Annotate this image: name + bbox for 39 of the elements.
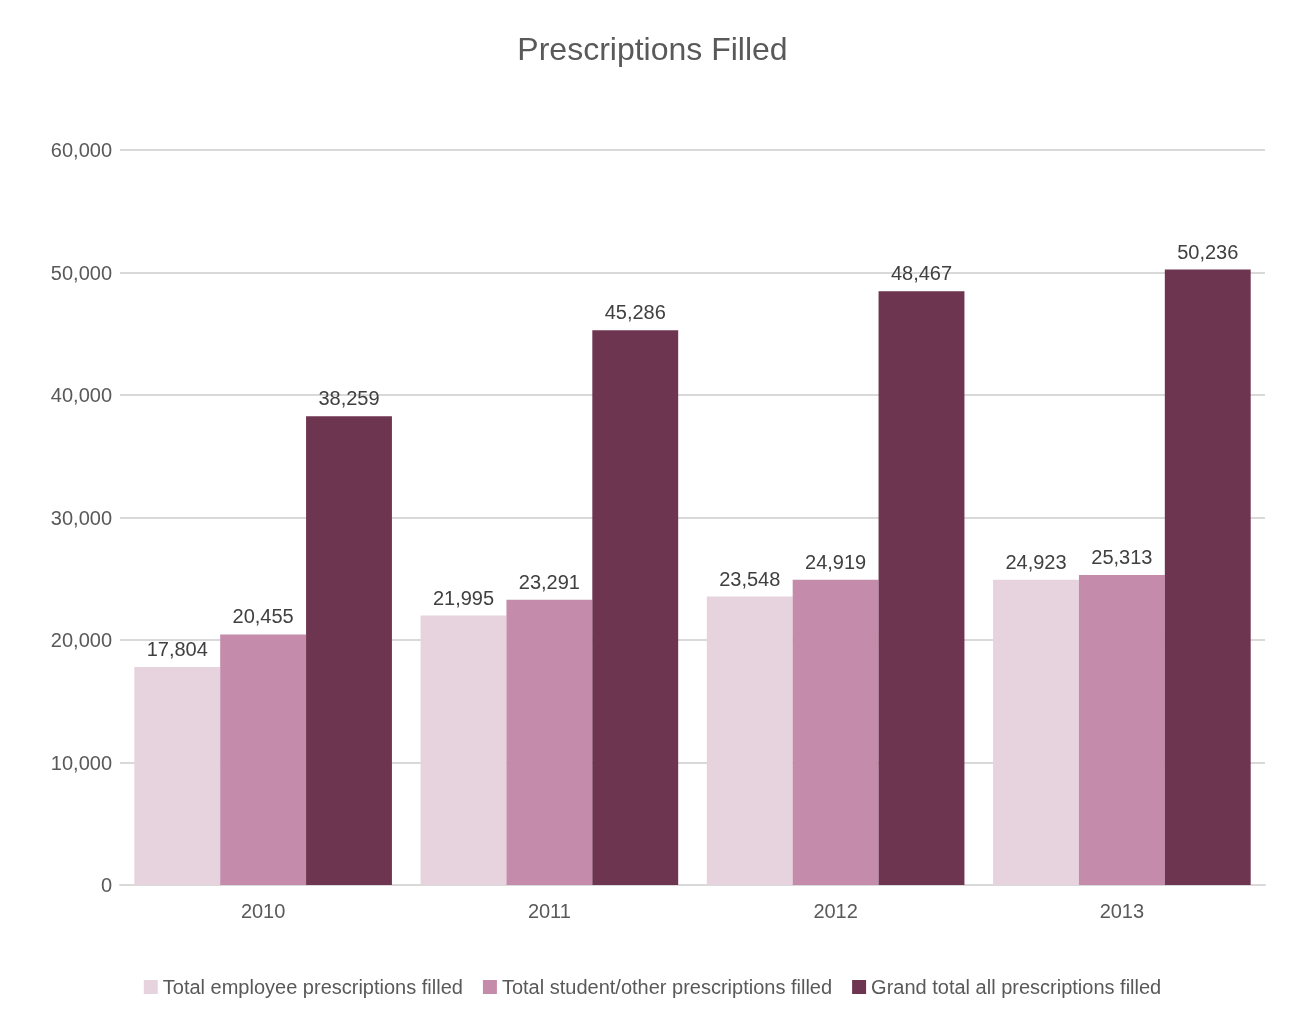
data-label: 17,804 xyxy=(146,637,208,660)
legend-label: Total employee prescriptions filled xyxy=(162,976,463,998)
data-label: 23,548 xyxy=(719,567,781,590)
data-label: 25,313 xyxy=(1091,545,1153,568)
data-label: 38,259 xyxy=(318,387,380,410)
bar xyxy=(878,291,965,885)
y-tick-label: 10,000 xyxy=(50,751,112,774)
bar xyxy=(420,615,507,885)
bar xyxy=(306,416,392,885)
bar xyxy=(506,599,593,885)
data-label: 21,995 xyxy=(432,586,495,609)
data-label: 23,291 xyxy=(518,570,580,593)
y-tick-label: 50,000 xyxy=(50,261,112,284)
bar xyxy=(792,579,879,885)
y-tick-label: 40,000 xyxy=(50,384,112,406)
bar xyxy=(706,596,793,885)
bar xyxy=(1164,269,1251,885)
legend-label: Grand total all prescriptions filled xyxy=(871,976,1162,998)
data-label: 24,919 xyxy=(805,550,867,573)
x-tick-label: 2013 xyxy=(1099,900,1145,922)
bar xyxy=(134,666,221,885)
bar xyxy=(1078,574,1165,885)
bar xyxy=(993,579,1079,885)
data-label: 50,236 xyxy=(1177,240,1239,263)
y-tick-label: 60,000 xyxy=(50,139,112,161)
x-tick-label: 2012 xyxy=(813,900,858,922)
y-tick-label: 30,000 xyxy=(50,506,112,529)
data-label: 20,455 xyxy=(232,605,294,628)
y-tick-label: 0 xyxy=(100,874,112,896)
data-label: 24,923 xyxy=(1005,550,1067,573)
bar xyxy=(592,330,679,885)
x-tick-label: 2011 xyxy=(527,900,571,922)
chart-title: Prescriptions Filled xyxy=(517,31,788,67)
y-tick-label: 20,000 xyxy=(50,629,112,651)
data-label: 45,286 xyxy=(604,301,666,324)
data-label: 48,467 xyxy=(890,262,953,285)
legend-label: Total student/other prescriptions filled xyxy=(501,976,833,998)
x-tick-label: 2010 xyxy=(240,900,286,922)
bar xyxy=(220,634,307,885)
